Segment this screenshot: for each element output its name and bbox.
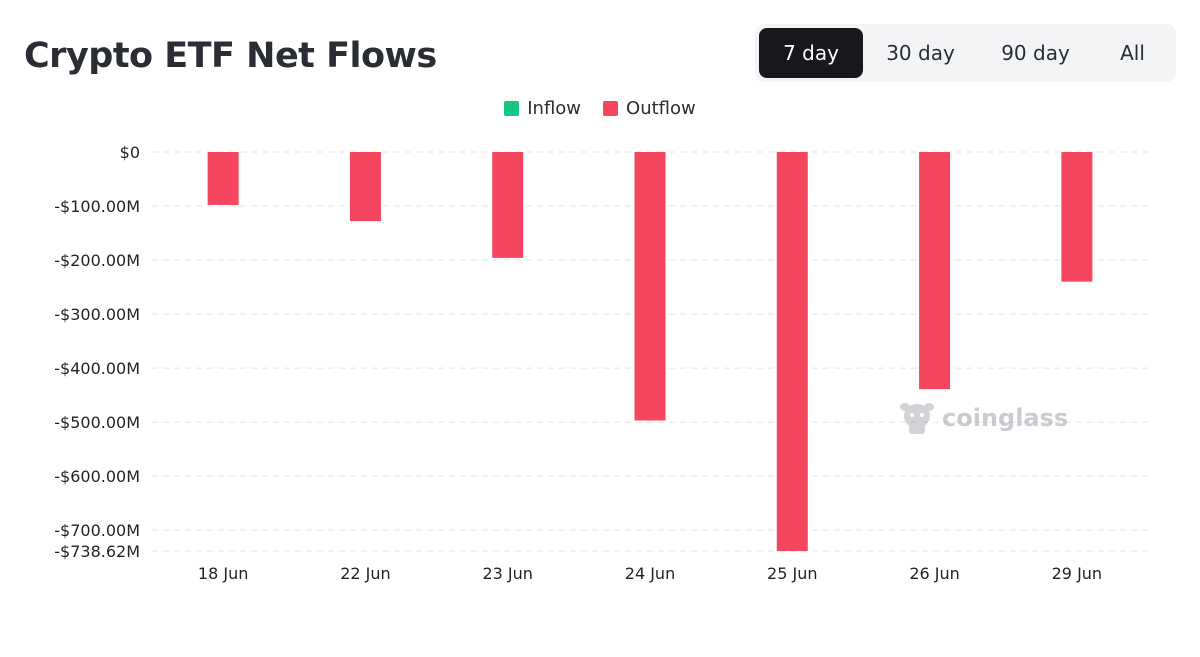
x-tick-label: 22 Jun [340, 564, 390, 583]
bar-23-jun[interactable] [492, 152, 524, 258]
chart-legend: Inflow Outflow [0, 98, 1200, 119]
x-axis-ticks: 18 Jun 22 Jun 23 Jun 24 Jun 25 Jun 26 Jun 29 J… [198, 564, 1102, 583]
bars [207, 152, 1093, 551]
y-tick-label: $0 [120, 143, 140, 162]
range-7-day-button[interactable]: 7 day [759, 28, 863, 78]
bar-22-jun[interactable] [349, 152, 381, 222]
legend-item-outflow[interactable]: Outflow [603, 98, 696, 119]
coinglass-logo-icon [900, 403, 934, 434]
y-tick-label: -$738.62M [54, 542, 140, 561]
y-tick-label: -$500.00M [54, 413, 140, 432]
y-axis-ticks: $0 -$100.00M -$200.00M -$300.00M -$400.00M -$… [54, 143, 140, 561]
y-tick-label: -$100.00M [54, 197, 140, 216]
x-tick-label: 26 Jun [909, 564, 959, 583]
bar-18-jun[interactable] [207, 152, 239, 205]
inflow-swatch [504, 101, 520, 116]
x-tick-label: 29 Jun [1052, 564, 1102, 583]
bar-24-jun[interactable] [634, 152, 666, 421]
range-all-button[interactable]: All [1120, 41, 1145, 65]
legend-item-inflow[interactable]: Inflow [504, 98, 581, 119]
x-tick-label: 18 Jun [198, 564, 248, 583]
bar-26-jun[interactable] [919, 152, 951, 390]
range-90-day-button[interactable]: 90 day [1001, 41, 1070, 65]
bar-25-jun[interactable] [776, 152, 808, 551]
y-tick-label: -$400.00M [54, 359, 140, 378]
x-tick-label: 23 Jun [482, 564, 532, 583]
x-tick-label: 25 Jun [767, 564, 817, 583]
y-tick-label: -$600.00M [54, 467, 140, 486]
watermark-text: coinglass [942, 404, 1069, 432]
coinglass-watermark: coinglass [898, 398, 1068, 438]
bar-29-jun[interactable] [1061, 152, 1093, 282]
outflow-swatch [603, 101, 619, 116]
chart-title: Crypto ETF Net Flows [24, 36, 437, 76]
x-tick-label: 24 Jun [625, 564, 675, 583]
y-tick-label: -$300.00M [54, 305, 140, 324]
range-30-day-button[interactable]: 30 day [886, 41, 955, 65]
legend-label-outflow: Outflow [626, 98, 696, 119]
time-range-selector: 7 day 30 day 90 day All [755, 24, 1176, 82]
y-tick-label: -$200.00M [54, 251, 140, 270]
legend-label-inflow: Inflow [527, 98, 582, 119]
y-tick-label: -$700.00M [54, 521, 140, 540]
